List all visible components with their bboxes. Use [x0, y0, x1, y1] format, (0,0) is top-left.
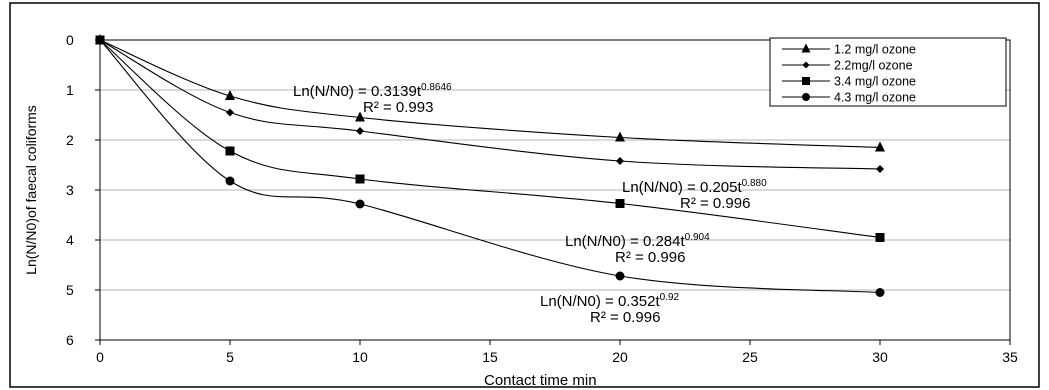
annotation-4-r2: R² = 0.996 — [590, 309, 660, 326]
data-point-circle — [802, 93, 810, 101]
data-point-square — [226, 147, 235, 156]
y-tick-label: 5 — [66, 282, 74, 298]
data-point-circle — [616, 272, 625, 281]
x-tick-label: 30 — [872, 349, 888, 365]
y-tick-label: 2 — [66, 132, 74, 148]
legend-label: 4.3 mg/l ozone — [834, 91, 916, 105]
annotation-4-eq: Ln(N/N0) = 0.352t0.92 — [540, 292, 680, 310]
y-axis-title: Ln(N/N0)of faecal coliforms — [23, 105, 39, 275]
annotation-2-r2: R² = 0.996 — [680, 195, 750, 212]
data-point-circle — [226, 177, 235, 186]
x-tick-label: 10 — [352, 349, 368, 365]
x-tick-label: 20 — [612, 349, 628, 365]
legend-label: 1.2 mg/l ozone — [834, 43, 916, 57]
data-point-circle — [356, 200, 365, 209]
data-point-square — [802, 77, 810, 85]
annotation-3-r2: R² = 0.996 — [615, 249, 685, 266]
x-tick-label: 0 — [96, 349, 104, 365]
annotation-1-r2: R² = 0.993 — [363, 99, 433, 116]
y-tick-label: 0 — [66, 32, 74, 48]
data-point-square — [356, 175, 365, 184]
x-tick-label: 25 — [742, 349, 758, 365]
y-tick-label: 3 — [66, 182, 74, 198]
x-tick-label: 35 — [1002, 349, 1018, 365]
y-tick-label: 6 — [66, 332, 74, 348]
data-point-square — [616, 199, 625, 208]
x-tick-label: 5 — [226, 349, 234, 365]
y-tick-label: 4 — [66, 232, 74, 248]
y-tick-label: 1 — [66, 82, 74, 98]
data-point-circle — [876, 288, 885, 297]
data-point-circle — [96, 36, 105, 45]
legend-label: 2.2mg/l ozone — [834, 59, 913, 73]
legend-label: 3.4 mg/l ozone — [834, 75, 916, 89]
x-tick-label: 15 — [482, 349, 498, 365]
data-point-square — [876, 233, 885, 242]
legend: 1.2 mg/l ozone 2.2mg/l ozone 3.4 mg/l ozon… — [770, 38, 1006, 106]
x-axis-title: Contact time min — [484, 372, 597, 389]
